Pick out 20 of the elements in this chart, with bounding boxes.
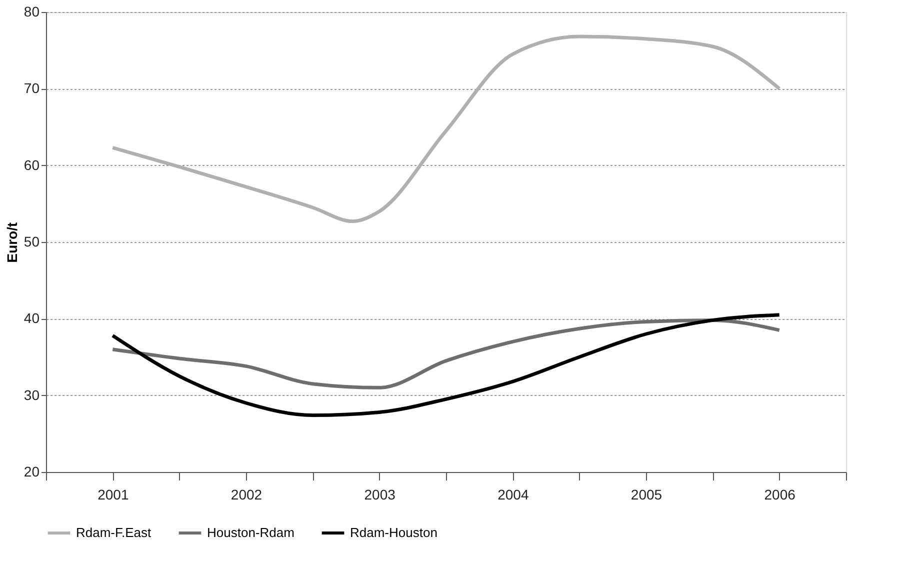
line-series — [110, 313, 782, 418]
x-tick-label: 2006 — [764, 486, 796, 502]
line-series — [110, 318, 782, 390]
x-tick-label: 2004 — [498, 486, 529, 502]
legend-label: Houston-Rdam — [207, 525, 294, 540]
line-series — [110, 34, 782, 224]
y-tick-label: 50 — [24, 234, 40, 250]
y-tick-label: 40 — [24, 310, 40, 326]
y-axis-title: Euro/t — [4, 222, 20, 263]
y-tick-label: 70 — [24, 80, 40, 96]
x-tick-label: 2002 — [230, 486, 262, 502]
y-tick-label: 60 — [24, 156, 40, 173]
y-tick-label: 20 — [24, 464, 40, 480]
legend-label: Rdam-Houston — [350, 525, 438, 540]
x-tick-label: 2001 — [98, 486, 129, 502]
y-tick-label: 80 — [24, 4, 40, 20]
x-tick-label: 2003 — [364, 486, 396, 502]
x-tick-label: 2005 — [630, 486, 662, 502]
y-tick-label: 30 — [24, 386, 40, 403]
legend-label: Rdam-F.East — [76, 525, 152, 540]
